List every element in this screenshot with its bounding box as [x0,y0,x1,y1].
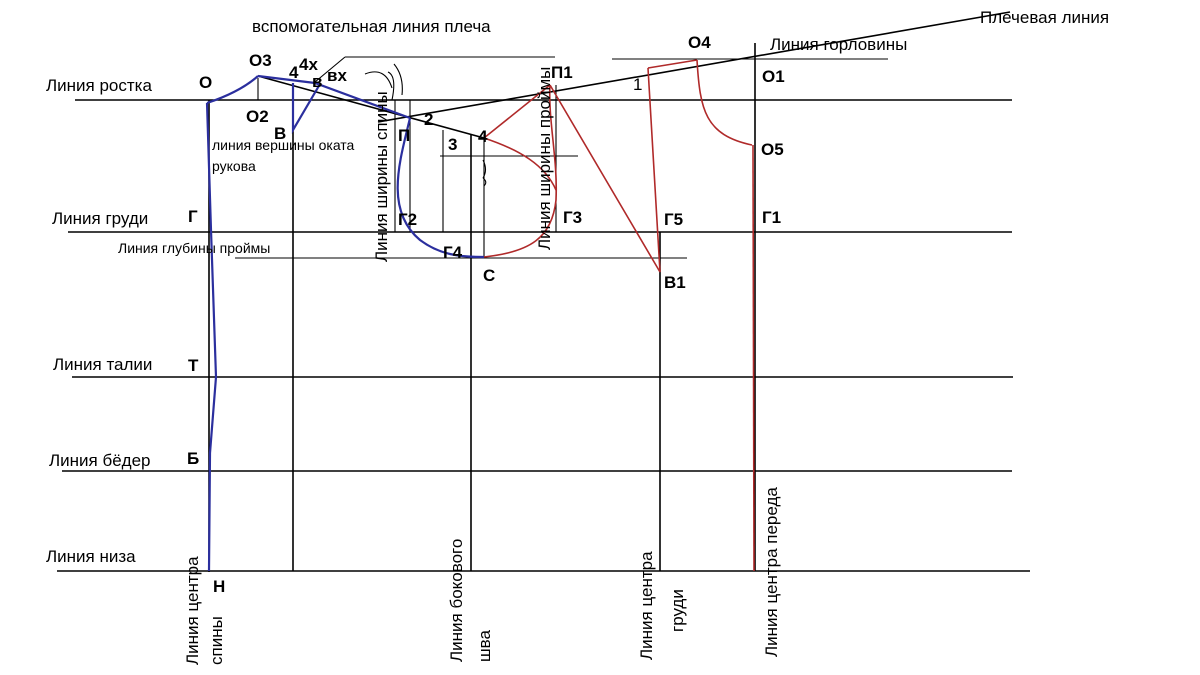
point-O5: О5 [761,140,784,159]
point-1: 1 [633,75,642,94]
front-bust-dart [549,67,661,273]
point-N: Н [213,577,225,596]
label-grudi: Линия груди [52,209,148,228]
point-G5: Г5 [664,210,683,229]
label-side-seam-1: Линия бокового [447,539,466,662]
aux-shoulder-line [257,75,485,139]
front-neckline [696,59,753,146]
point-O2: О2 [246,107,269,126]
point-G: Г [188,207,198,226]
front-shoulder-upper [647,59,698,69]
label-sleeve-cap-1: линия вершины оката [212,137,355,153]
label-back-center-2: спины [207,616,226,665]
front-center-contour [752,144,755,572]
point-v: в [312,72,322,91]
front-armhole-upper [483,137,557,191]
point-G3: Г3 [563,208,582,227]
label-armhole-depth: Линия глубины проймы [118,240,270,256]
label-armhole-width: Линия ширины проймы [535,67,554,250]
front-armhole [483,84,558,258]
label-rostok: Линия ростка [46,76,152,95]
aux-shoulder-pointer [314,56,346,83]
label-niza: Линия низа [46,547,136,566]
point-O1: О1 [762,67,785,86]
back-armhole [396,117,485,259]
label-neckline: Линия горловины [770,35,907,54]
back-dart-sketch [364,63,403,101]
point-O: О [199,73,212,92]
label-back-width: Линия ширины спины [372,91,391,262]
point-O3: О3 [249,51,272,70]
point-2: 2 [424,110,433,129]
back-center-contour [205,102,218,572]
point-P1: П1 [551,63,573,82]
label-beder: Линия бёдер [49,451,151,470]
point-G2: Г2 [398,210,417,229]
back-neckline [206,75,259,105]
point-S: С [483,266,495,285]
point-Bd: Б [187,449,199,468]
point-3: 3 [448,135,457,154]
point-4b: 4 [478,127,488,146]
point-G1: Г1 [762,208,781,227]
point-vx: вх [327,66,347,85]
label-shoulder: Плечевая линия [980,8,1109,27]
point-O4: О4 [688,33,711,52]
label-side-seam-2: шва [475,630,494,662]
point-V1: В1 [664,273,686,292]
point-4x: 4х [299,55,318,74]
label-back-center-1: Линия центра [183,556,202,665]
label-talii: Линия талии [53,355,152,374]
label-bust-center-1: Линия центра [637,551,656,660]
front-shoulder [483,84,551,139]
point-P: П [398,126,410,145]
point-T: Т [188,356,199,375]
point-B: В [274,124,286,143]
side-seam-marks [482,159,487,187]
label-aux-shoulder: вспомогательная линия плеча [252,17,491,36]
label-bust-center-2: груди [668,589,687,632]
point-G4: Г4 [443,243,463,262]
shoulder-line [377,11,1011,123]
point-4: 4 [289,63,299,82]
label-sleeve-cap-2: рукова [212,158,256,174]
back-shoulder [257,74,411,120]
label-front-center: Линия центра переда [762,487,781,657]
back-dart [291,83,321,135]
